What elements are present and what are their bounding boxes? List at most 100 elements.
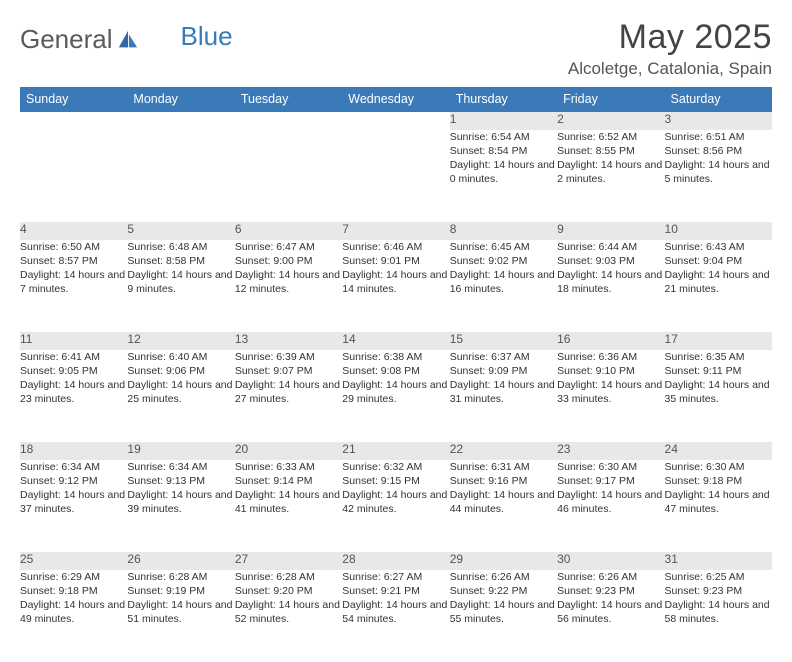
daylight-line: Daylight: 14 hours and 54 minutes. xyxy=(342,598,449,626)
sunrise-line: Sunrise: 6:37 AM xyxy=(450,350,557,364)
day-number-cell: 3 xyxy=(665,112,772,130)
sunset-line: Sunset: 8:58 PM xyxy=(127,254,234,268)
day-number-cell: 20 xyxy=(235,442,342,460)
weekday-header: Friday xyxy=(557,87,664,112)
sunset-line: Sunset: 9:13 PM xyxy=(127,474,234,488)
sail-icon xyxy=(117,27,139,49)
day-number-cell: 21 xyxy=(342,442,449,460)
daylight-line: Daylight: 14 hours and 7 minutes. xyxy=(20,268,127,296)
day-content-cell xyxy=(235,130,342,222)
day-number-cell: 10 xyxy=(665,222,772,240)
sunset-line: Sunset: 9:03 PM xyxy=(557,254,664,268)
sunrise-line: Sunrise: 6:48 AM xyxy=(127,240,234,254)
day-number-cell: 16 xyxy=(557,332,664,350)
day-content-cell: Sunrise: 6:34 AMSunset: 9:13 PMDaylight:… xyxy=(127,460,234,552)
day-content-cell: Sunrise: 6:29 AMSunset: 9:18 PMDaylight:… xyxy=(20,570,127,662)
day-content-cell: Sunrise: 6:44 AMSunset: 9:03 PMDaylight:… xyxy=(557,240,664,332)
sunrise-line: Sunrise: 6:26 AM xyxy=(557,570,664,584)
day-number-cell: 11 xyxy=(20,332,127,350)
sunset-line: Sunset: 9:19 PM xyxy=(127,584,234,598)
day-content-cell: Sunrise: 6:40 AMSunset: 9:06 PMDaylight:… xyxy=(127,350,234,442)
day-content-cell: Sunrise: 6:26 AMSunset: 9:23 PMDaylight:… xyxy=(557,570,664,662)
day-number-cell: 13 xyxy=(235,332,342,350)
sunset-line: Sunset: 9:23 PM xyxy=(557,584,664,598)
sunrise-line: Sunrise: 6:40 AM xyxy=(127,350,234,364)
brand-logo: General Blue xyxy=(20,24,233,55)
day-number-cell: 15 xyxy=(450,332,557,350)
day-content-cell: Sunrise: 6:46 AMSunset: 9:01 PMDaylight:… xyxy=(342,240,449,332)
day-content-row: Sunrise: 6:29 AMSunset: 9:18 PMDaylight:… xyxy=(20,570,772,662)
day-number-row: 18192021222324 xyxy=(20,442,772,460)
day-number-cell: 25 xyxy=(20,552,127,570)
daylight-line: Daylight: 14 hours and 37 minutes. xyxy=(20,488,127,516)
day-number-cell xyxy=(20,112,127,130)
day-number-cell: 19 xyxy=(127,442,234,460)
sunset-line: Sunset: 9:16 PM xyxy=(450,474,557,488)
day-content-cell: Sunrise: 6:36 AMSunset: 9:10 PMDaylight:… xyxy=(557,350,664,442)
day-content-row: Sunrise: 6:50 AMSunset: 8:57 PMDaylight:… xyxy=(20,240,772,332)
sunrise-line: Sunrise: 6:52 AM xyxy=(557,130,664,144)
sunrise-line: Sunrise: 6:44 AM xyxy=(557,240,664,254)
weekday-header: Thursday xyxy=(450,87,557,112)
day-content-cell: Sunrise: 6:30 AMSunset: 9:17 PMDaylight:… xyxy=(557,460,664,552)
sunset-line: Sunset: 9:14 PM xyxy=(235,474,342,488)
day-content-cell xyxy=(342,130,449,222)
day-content-cell: Sunrise: 6:35 AMSunset: 9:11 PMDaylight:… xyxy=(665,350,772,442)
day-content-cell: Sunrise: 6:45 AMSunset: 9:02 PMDaylight:… xyxy=(450,240,557,332)
sunset-line: Sunset: 9:23 PM xyxy=(665,584,772,598)
day-content-cell: Sunrise: 6:28 AMSunset: 9:20 PMDaylight:… xyxy=(235,570,342,662)
month-title: May 2025 xyxy=(568,18,772,57)
day-number-cell: 8 xyxy=(450,222,557,240)
sunset-line: Sunset: 9:01 PM xyxy=(342,254,449,268)
daylight-line: Daylight: 14 hours and 47 minutes. xyxy=(665,488,772,516)
daylight-line: Daylight: 14 hours and 9 minutes. xyxy=(127,268,234,296)
sunset-line: Sunset: 9:09 PM xyxy=(450,364,557,378)
sunset-line: Sunset: 9:07 PM xyxy=(235,364,342,378)
day-number-cell: 23 xyxy=(557,442,664,460)
daylight-line: Daylight: 14 hours and 21 minutes. xyxy=(665,268,772,296)
weekday-header: Saturday xyxy=(665,87,772,112)
daylight-line: Daylight: 14 hours and 35 minutes. xyxy=(665,378,772,406)
daylight-line: Daylight: 14 hours and 51 minutes. xyxy=(127,598,234,626)
weekday-header: Tuesday xyxy=(235,87,342,112)
title-block: May 2025 Alcoletge, Catalonia, Spain xyxy=(568,18,772,79)
sunset-line: Sunset: 9:20 PM xyxy=(235,584,342,598)
daylight-line: Daylight: 14 hours and 0 minutes. xyxy=(450,158,557,186)
day-content-row: Sunrise: 6:41 AMSunset: 9:05 PMDaylight:… xyxy=(20,350,772,442)
daylight-line: Daylight: 14 hours and 49 minutes. xyxy=(20,598,127,626)
sunrise-line: Sunrise: 6:32 AM xyxy=(342,460,449,474)
day-number-cell: 6 xyxy=(235,222,342,240)
daylight-line: Daylight: 14 hours and 23 minutes. xyxy=(20,378,127,406)
daylight-line: Daylight: 14 hours and 52 minutes. xyxy=(235,598,342,626)
sunrise-line: Sunrise: 6:36 AM xyxy=(557,350,664,364)
day-content-cell: Sunrise: 6:31 AMSunset: 9:16 PMDaylight:… xyxy=(450,460,557,552)
daylight-line: Daylight: 14 hours and 46 minutes. xyxy=(557,488,664,516)
sunrise-line: Sunrise: 6:28 AM xyxy=(235,570,342,584)
day-content-cell: Sunrise: 6:51 AMSunset: 8:56 PMDaylight:… xyxy=(665,130,772,222)
day-content-cell: Sunrise: 6:28 AMSunset: 9:19 PMDaylight:… xyxy=(127,570,234,662)
daylight-line: Daylight: 14 hours and 42 minutes. xyxy=(342,488,449,516)
page-header: General Blue May 2025 Alcoletge, Catalon… xyxy=(20,18,772,79)
day-content-cell: Sunrise: 6:43 AMSunset: 9:04 PMDaylight:… xyxy=(665,240,772,332)
day-number-cell: 27 xyxy=(235,552,342,570)
day-number-row: 11121314151617 xyxy=(20,332,772,350)
sunrise-line: Sunrise: 6:34 AM xyxy=(20,460,127,474)
sunset-line: Sunset: 9:18 PM xyxy=(20,584,127,598)
calendar-table: SundayMondayTuesdayWednesdayThursdayFrid… xyxy=(20,87,772,662)
day-number-cell xyxy=(127,112,234,130)
day-number-cell: 12 xyxy=(127,332,234,350)
day-number-row: 45678910 xyxy=(20,222,772,240)
sunrise-line: Sunrise: 6:27 AM xyxy=(342,570,449,584)
sunrise-line: Sunrise: 6:34 AM xyxy=(127,460,234,474)
daylight-line: Daylight: 14 hours and 44 minutes. xyxy=(450,488,557,516)
sunset-line: Sunset: 8:57 PM xyxy=(20,254,127,268)
sunrise-line: Sunrise: 6:33 AM xyxy=(235,460,342,474)
day-number-cell: 24 xyxy=(665,442,772,460)
daylight-line: Daylight: 14 hours and 55 minutes. xyxy=(450,598,557,626)
sunrise-line: Sunrise: 6:29 AM xyxy=(20,570,127,584)
sunset-line: Sunset: 9:00 PM xyxy=(235,254,342,268)
daylight-line: Daylight: 14 hours and 39 minutes. xyxy=(127,488,234,516)
sunrise-line: Sunrise: 6:31 AM xyxy=(450,460,557,474)
weekday-header: Monday xyxy=(127,87,234,112)
day-number-cell xyxy=(235,112,342,130)
